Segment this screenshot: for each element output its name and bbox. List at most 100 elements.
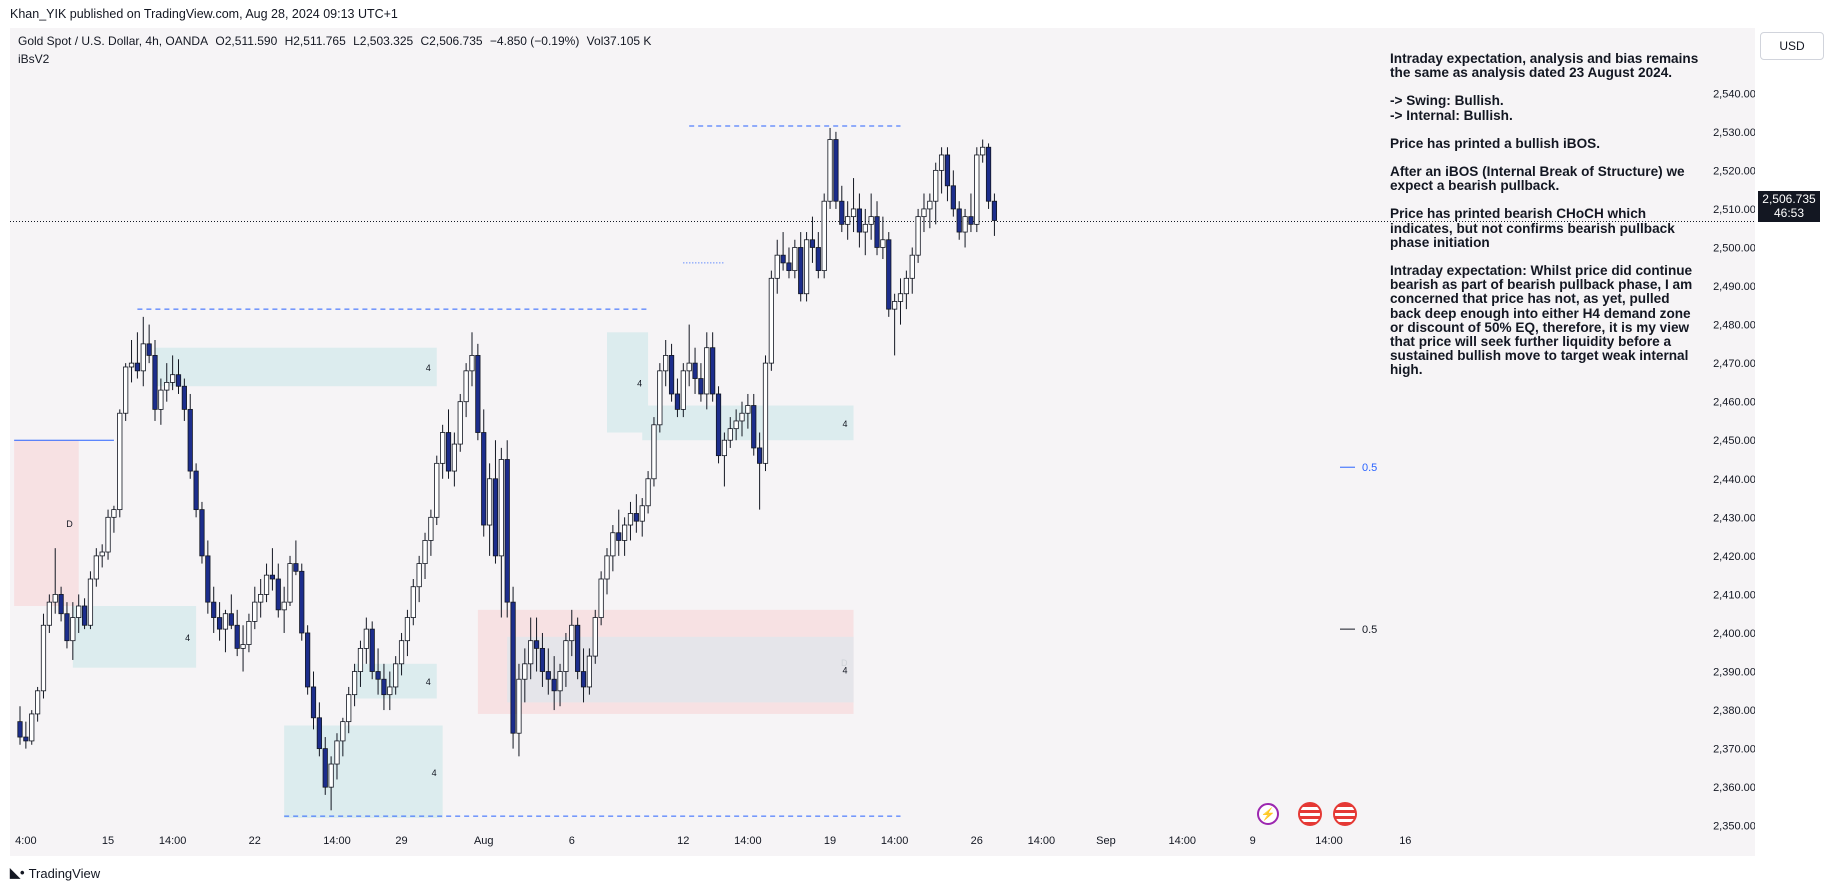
bear-candle — [533, 640, 540, 649]
bear-candle — [205, 555, 211, 603]
bull-candle — [351, 671, 358, 696]
x-tick-label: 14:00 — [1028, 835, 1056, 847]
y-tick-label: 2,350.000 — [1713, 821, 1755, 833]
bear-candle — [710, 347, 716, 395]
bear-candle — [234, 624, 240, 649]
bull-candle — [903, 277, 909, 295]
discount-zone — [507, 636, 854, 703]
bear-candle — [146, 343, 152, 356]
bull-candle — [880, 239, 886, 248]
tradingview-logo-icon: ◣• — [10, 865, 25, 880]
y-tick-label: 2,380.000 — [1713, 705, 1755, 717]
x-tick-label: 22 — [249, 835, 261, 847]
bull-candle — [70, 617, 76, 642]
bear-candle — [504, 459, 510, 603]
y-tick-label: 2,480.000 — [1713, 320, 1755, 332]
bull-candle — [440, 432, 446, 464]
bull-candle — [627, 513, 634, 526]
y-tick-label: 2,410.000 — [1713, 589, 1755, 601]
bear-candle — [134, 362, 140, 372]
bull-candle — [158, 389, 164, 410]
bull-candle — [604, 555, 610, 580]
bear-candle — [17, 721, 23, 738]
bear-candle — [299, 570, 305, 634]
bull-candle — [469, 355, 475, 372]
bull-candle — [774, 254, 780, 279]
bull-candle — [457, 401, 463, 445]
bear-candle — [815, 247, 821, 272]
chart-area[interactable]: D4444D4440.50.52,540.0002,530.0002,520.0… — [10, 28, 1755, 856]
bull-candle — [334, 740, 340, 765]
legend-symbol[interactable]: Gold Spot / U.S. Dollar, 4h, OANDA — [18, 34, 209, 48]
bear-candle — [786, 262, 792, 272]
x-tick-label: Sep — [1096, 835, 1116, 847]
demand-zone — [155, 347, 437, 387]
y-tick-label: 2,470.000 — [1713, 358, 1755, 370]
legend-close: C2,506.735 — [420, 34, 483, 48]
bull-candle — [704, 347, 710, 395]
currency-button[interactable]: USD — [1760, 32, 1824, 60]
bear-candle — [668, 355, 675, 395]
bull-candle — [434, 462, 440, 518]
y-tick-label: 2,500.000 — [1713, 242, 1755, 254]
bull-candle — [762, 362, 769, 464]
bear-candle — [481, 432, 487, 526]
footer — [0, 856, 1835, 891]
bull-candle — [739, 412, 745, 422]
tradingview-wordmark: TradingView — [28, 865, 101, 881]
bear-candle — [944, 154, 951, 187]
bull-candle — [222, 613, 229, 630]
bear-candle — [510, 601, 516, 734]
zone-label: 4 — [185, 633, 190, 643]
bear-candle — [181, 385, 187, 410]
price-chart[interactable]: D4444D4440.50.52,540.0002,530.0002,520.0… — [10, 28, 1755, 856]
y-tick-label: 2,420.000 — [1713, 551, 1755, 563]
bear-candle — [199, 509, 205, 557]
bull-candle — [645, 478, 651, 507]
bear-candle — [551, 678, 557, 692]
bear-candle — [985, 146, 992, 202]
us-flag-event-icon[interactable] — [1298, 802, 1322, 826]
bear-candle — [886, 239, 892, 310]
bear-candle — [381, 678, 387, 696]
lightning-event-icon[interactable]: ⚡ — [1257, 803, 1279, 825]
bull-candle — [974, 154, 980, 225]
bull-candle — [845, 216, 851, 225]
bear-candle — [715, 393, 722, 457]
bull-candle — [586, 655, 592, 688]
analysis-para: Intraday expectation: Whilst price did c… — [1390, 263, 1693, 378]
bull-candle — [862, 223, 868, 233]
demand-zone — [607, 332, 649, 433]
us-flag-event-icon[interactable] — [1333, 802, 1357, 826]
bull-candle — [827, 139, 833, 202]
tradingview-logo[interactable]: ◣• TradingView — [10, 865, 100, 881]
supply-zone — [14, 440, 79, 606]
bear-candle — [369, 628, 375, 672]
bull-candle — [592, 617, 598, 657]
y-tick-label: 2,520.000 — [1713, 165, 1755, 177]
bull-candle — [938, 154, 945, 171]
bull-candle — [164, 381, 170, 391]
bear-candle — [575, 624, 581, 672]
bull-candle — [821, 200, 827, 272]
bull-candle — [170, 374, 176, 383]
publisher-info: Khan_YIK published on TradingView.com, A… — [10, 7, 398, 21]
bull-candle — [128, 362, 135, 368]
bear-candle — [539, 647, 546, 672]
bear-candle — [856, 208, 863, 233]
indicator-label[interactable]: iBsV2 — [18, 52, 50, 66]
y-tick-label: 2,510.000 — [1713, 204, 1755, 216]
x-tick-label: 14:00 — [734, 835, 762, 847]
bull-candle — [52, 594, 58, 603]
bear-candle — [216, 617, 223, 630]
bull-candle — [263, 574, 270, 595]
bull-candle — [522, 663, 528, 680]
x-tick-label: 6 — [569, 835, 575, 847]
analysis-para: After an iBOS (Internal Break of Structu… — [1390, 164, 1685, 194]
current-price-label: 2,506.735 46:53 — [1758, 191, 1820, 222]
bull-candle — [745, 405, 751, 414]
eq-label: 0.5 — [1362, 624, 1377, 636]
bull-candle — [404, 617, 411, 642]
bull-candle — [663, 355, 669, 372]
bull-candle — [393, 663, 399, 688]
